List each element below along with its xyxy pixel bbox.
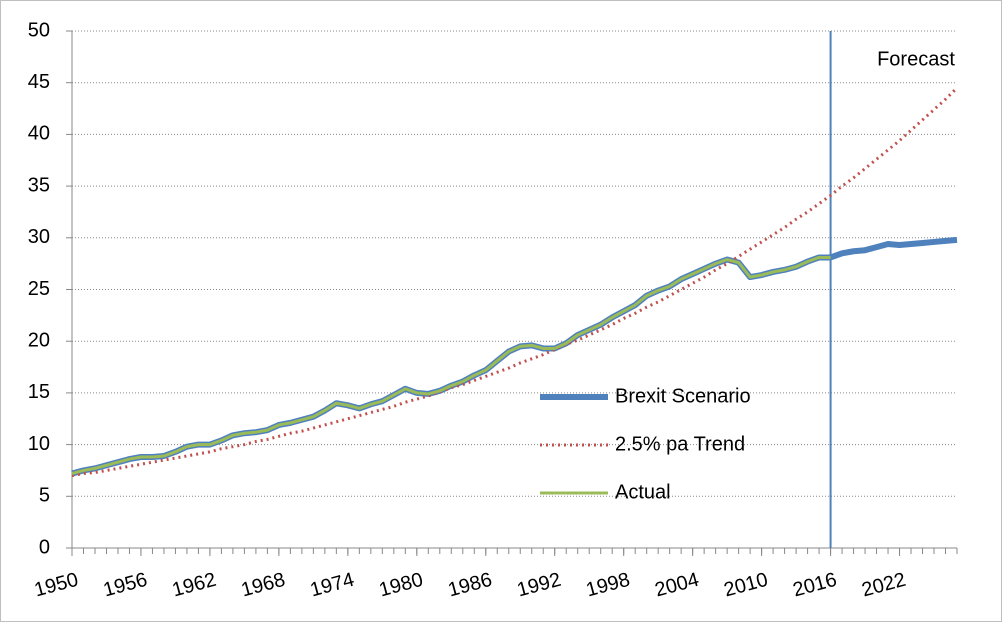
- series-line: [71, 255, 831, 476]
- y-tick-label: 40: [28, 123, 50, 145]
- y-tick-label: 25: [28, 278, 50, 300]
- legend-label: Brexit Scenario: [615, 385, 751, 407]
- series-line: [71, 86, 959, 478]
- y-tick-label: 50: [28, 19, 50, 41]
- y-tick-label: 30: [28, 226, 50, 248]
- y-tick-label: 20: [28, 329, 50, 351]
- annotation: Forecast: [877, 48, 955, 70]
- y-tick-label: 10: [28, 433, 50, 455]
- y-tick-label: 15: [28, 381, 50, 403]
- y-tick-label: 35: [28, 174, 50, 196]
- y-tick-label: 0: [39, 536, 50, 558]
- y-tick-label: 5: [39, 485, 50, 507]
- legend-label: Actual: [615, 481, 671, 503]
- y-tick-label: 45: [28, 71, 50, 93]
- legend-label: 2.5% pa Trend: [615, 433, 745, 455]
